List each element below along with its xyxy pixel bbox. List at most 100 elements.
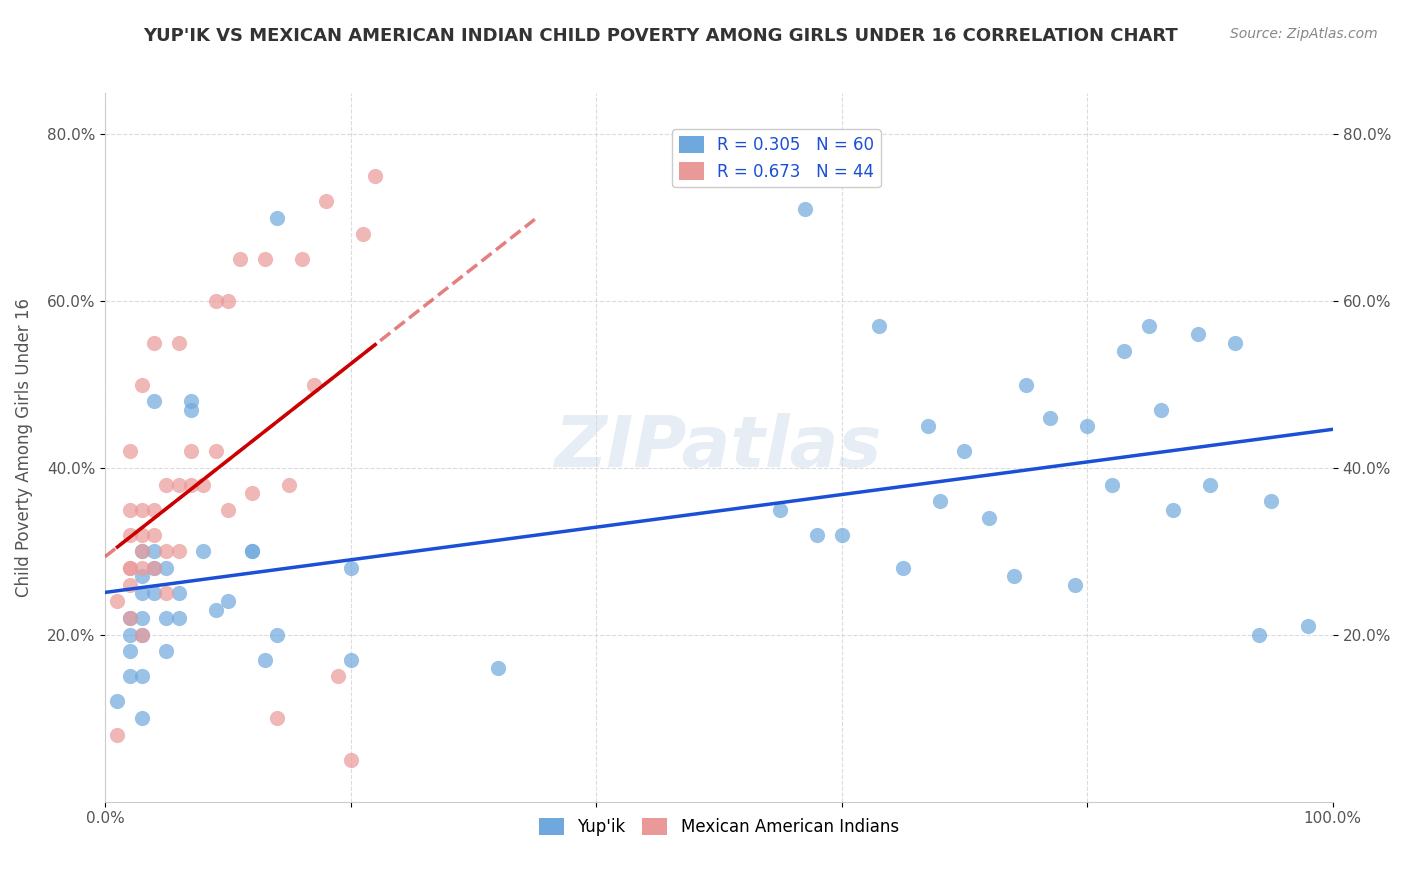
Point — [118, 578, 141, 592]
Point — [977, 511, 1000, 525]
Point — [155, 561, 177, 575]
Point — [105, 694, 128, 708]
Point — [131, 544, 153, 558]
Point — [118, 644, 141, 658]
Point — [1101, 477, 1123, 491]
Point — [193, 544, 215, 558]
Point — [118, 669, 141, 683]
Point — [868, 319, 890, 334]
Point — [204, 603, 226, 617]
Point — [118, 561, 141, 575]
Point — [806, 527, 828, 541]
Point — [131, 669, 153, 683]
Point — [328, 669, 350, 683]
Point — [118, 628, 141, 642]
Point — [131, 628, 153, 642]
Text: YUP'IK VS MEXICAN AMERICAN INDIAN CHILD POVERTY AMONG GIRLS UNDER 16 CORRELATION: YUP'IK VS MEXICAN AMERICAN INDIAN CHILD … — [143, 27, 1178, 45]
Point — [242, 544, 264, 558]
Point — [242, 486, 264, 500]
Point — [193, 477, 215, 491]
Point — [167, 544, 190, 558]
Point — [266, 211, 288, 225]
Point — [1076, 419, 1098, 434]
Point — [155, 544, 177, 558]
Point — [1249, 628, 1271, 642]
Point — [131, 586, 153, 600]
Point — [831, 527, 853, 541]
Point — [143, 544, 166, 558]
Point — [1039, 410, 1062, 425]
Point — [1223, 335, 1246, 350]
Point — [1150, 402, 1173, 417]
Point — [167, 586, 190, 600]
Point — [278, 477, 301, 491]
Point — [953, 444, 976, 458]
Point — [105, 594, 128, 608]
Point — [131, 527, 153, 541]
Text: Source: ZipAtlas.com: Source: ZipAtlas.com — [1230, 27, 1378, 41]
Point — [155, 644, 177, 658]
Point — [143, 394, 166, 409]
Point — [352, 227, 374, 242]
Point — [118, 561, 141, 575]
Point — [253, 653, 276, 667]
Point — [180, 444, 202, 458]
Point — [217, 594, 239, 608]
Point — [118, 611, 141, 625]
Point — [1015, 377, 1038, 392]
Point — [917, 419, 939, 434]
Point — [131, 561, 153, 575]
Point — [891, 561, 914, 575]
Point — [217, 294, 239, 309]
Point — [131, 569, 153, 583]
Point — [143, 502, 166, 516]
Point — [929, 494, 952, 508]
Point — [364, 169, 387, 183]
Point — [131, 377, 153, 392]
Point — [143, 335, 166, 350]
Point — [1064, 578, 1087, 592]
Point — [180, 394, 202, 409]
Y-axis label: Child Poverty Among Girls Under 16: Child Poverty Among Girls Under 16 — [15, 298, 32, 597]
Point — [143, 561, 166, 575]
Point — [118, 611, 141, 625]
Point — [143, 561, 166, 575]
Point — [131, 544, 153, 558]
Point — [1296, 619, 1319, 633]
Point — [1161, 502, 1184, 516]
Point — [1260, 494, 1282, 508]
Point — [167, 477, 190, 491]
Point — [1199, 477, 1222, 491]
Point — [217, 502, 239, 516]
Point — [167, 335, 190, 350]
Point — [769, 502, 792, 516]
Point — [339, 561, 361, 575]
Point — [253, 252, 276, 267]
Point — [266, 711, 288, 725]
Point — [131, 611, 153, 625]
Point — [1112, 344, 1135, 359]
Point — [204, 294, 226, 309]
Point — [339, 653, 361, 667]
Point — [143, 527, 166, 541]
Point — [118, 444, 141, 458]
Point — [180, 477, 202, 491]
Point — [155, 611, 177, 625]
Point — [131, 502, 153, 516]
Point — [242, 544, 264, 558]
Point — [131, 628, 153, 642]
Point — [1002, 569, 1025, 583]
Point — [290, 252, 312, 267]
Point — [229, 252, 252, 267]
Point — [155, 477, 177, 491]
Point — [131, 711, 153, 725]
Point — [266, 628, 288, 642]
Legend: Yup'ik, Mexican American Indians: Yup'ik, Mexican American Indians — [533, 812, 905, 843]
Point — [105, 728, 128, 742]
Point — [167, 611, 190, 625]
Point — [486, 661, 509, 675]
Point — [1187, 327, 1209, 342]
Text: ZIPatlas: ZIPatlas — [555, 413, 883, 482]
Point — [302, 377, 325, 392]
Point — [793, 202, 815, 217]
